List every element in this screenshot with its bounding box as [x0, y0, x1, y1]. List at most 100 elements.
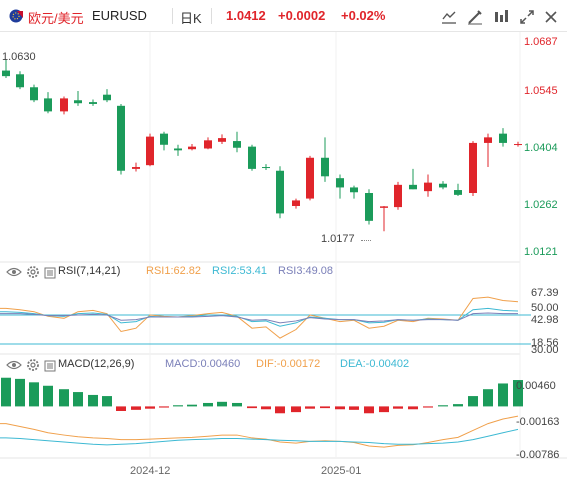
candle-body	[514, 144, 522, 146]
candle-body	[439, 183, 447, 188]
last-price: 1.0412	[226, 8, 266, 23]
macd-histogram-bar	[43, 385, 53, 407]
candle-body	[204, 140, 212, 149]
price-tick: 1.0262	[524, 199, 558, 211]
rsi-tick: 30.00	[531, 344, 559, 356]
candle-body	[44, 98, 52, 112]
candle-body	[321, 157, 329, 177]
candle-body	[394, 184, 402, 208]
dea-line	[0, 428, 519, 446]
macd-histogram-bar	[173, 405, 183, 407]
rsi-tick: 42.98	[531, 314, 559, 326]
close-icon[interactable]	[542, 8, 560, 26]
rsi-line-rsi3	[0, 312, 518, 324]
rsi-tick: 50.00	[531, 302, 559, 314]
macd-histogram-bar	[453, 404, 463, 407]
symbol-name-cn[interactable]: 欧元/美元	[28, 11, 84, 26]
expand-icon[interactable]	[518, 8, 536, 26]
price-tick: 1.0687	[524, 36, 558, 48]
bar-chart-icon[interactable]	[440, 8, 458, 26]
candle-body	[60, 98, 68, 112]
eye-icon[interactable]	[6, 358, 22, 377]
divider	[211, 8, 212, 24]
macd-histogram-bar	[131, 406, 141, 410]
candle-body	[174, 148, 182, 151]
dif-value: DIF:-0.00172	[256, 358, 321, 370]
macd-histogram-bar	[247, 406, 257, 409]
price-tick: 1.0545	[524, 85, 558, 97]
rsi-header: RSI(7,14,21) RSI1:62.82 RSI2:53.41 RSI3:…	[4, 264, 564, 280]
macd-histogram-bar	[29, 382, 39, 407]
indicator-list-icon[interactable]	[44, 359, 56, 377]
candle-body	[74, 100, 82, 104]
rsi3-value: RSI3:49.08	[278, 265, 334, 277]
macd-tick: -0.00786	[516, 449, 560, 461]
candle-body	[89, 102, 97, 104]
candle-body	[454, 190, 462, 195]
candle-body	[424, 182, 432, 192]
price-tick: 1.0404	[524, 142, 558, 154]
price-change-percent: +0.02%	[341, 8, 386, 23]
macd-value: MACD:0.00460	[165, 358, 241, 370]
divider	[172, 8, 173, 24]
candle-body	[276, 170, 284, 214]
candle-body	[336, 178, 344, 188]
price-tick: 1.0121	[524, 246, 558, 258]
candle-body	[262, 167, 270, 169]
macd-histogram-bar	[364, 406, 374, 414]
candle-body	[16, 74, 24, 88]
macd-histogram-bar	[408, 406, 418, 410]
settings-gear-icon[interactable]	[26, 265, 40, 284]
candle-body	[499, 133, 507, 143]
macd-header: MACD(12,26,9) MACD:0.00460 DIF:-0.00172 …	[4, 357, 564, 373]
candle-body	[306, 157, 314, 199]
macd-histogram-bar	[203, 402, 213, 407]
macd-histogram-bar	[102, 396, 112, 407]
macd-tick: 0.00460	[516, 380, 556, 392]
high-price-label: 1.0630	[2, 51, 36, 63]
candle-body	[132, 167, 140, 169]
candle-body	[365, 193, 373, 221]
rsi-tick: 67.39	[531, 287, 559, 299]
candle-body	[292, 200, 300, 206]
macd-histogram-bar	[423, 406, 433, 408]
macd-tick: -0.00163	[516, 416, 560, 428]
macd-histogram-bar	[513, 380, 523, 407]
candle-body	[248, 146, 256, 169]
candle-body	[350, 187, 358, 193]
macd-histogram-bar	[275, 406, 285, 414]
draw-line-icon[interactable]	[466, 8, 484, 26]
macd-histogram-bar	[305, 406, 315, 409]
candle-body	[484, 137, 492, 143]
candle-body	[146, 136, 154, 166]
macd-histogram-bar	[15, 378, 25, 407]
candle-body	[233, 141, 241, 148]
symbol-code: EURUSD	[92, 8, 147, 23]
macd-histogram-bar	[498, 383, 508, 407]
macd-histogram-bar	[59, 389, 69, 407]
period-selector[interactable]: 日K	[180, 11, 202, 26]
x-axis-label: 2025-01	[321, 465, 362, 477]
indicator-icon[interactable]	[492, 8, 510, 26]
eye-icon[interactable]	[6, 265, 22, 284]
macd-histogram-bar	[335, 406, 345, 410]
candle-body	[30, 87, 38, 101]
indicator-list-icon[interactable]	[44, 266, 56, 284]
macd-name: MACD(12,26,9)	[58, 358, 135, 370]
macd-histogram-bar	[187, 404, 197, 407]
rsi-name: RSI(7,14,21)	[58, 265, 121, 277]
candle-body	[160, 133, 168, 145]
candle-body	[380, 206, 388, 208]
macd-histogram-bar	[320, 406, 330, 409]
settings-gear-icon[interactable]	[26, 358, 40, 377]
macd-histogram-bar	[232, 402, 242, 407]
macd-histogram-bar	[159, 406, 169, 408]
macd-histogram-bar	[261, 406, 271, 410]
rsi-line-rsi1	[0, 296, 519, 339]
rsi-tick: 18.56	[531, 337, 559, 349]
macd-histogram-bar	[116, 406, 126, 411]
macd-histogram-bar	[1, 377, 11, 407]
low-price-pointer	[361, 240, 371, 241]
dif-line	[0, 415, 519, 448]
